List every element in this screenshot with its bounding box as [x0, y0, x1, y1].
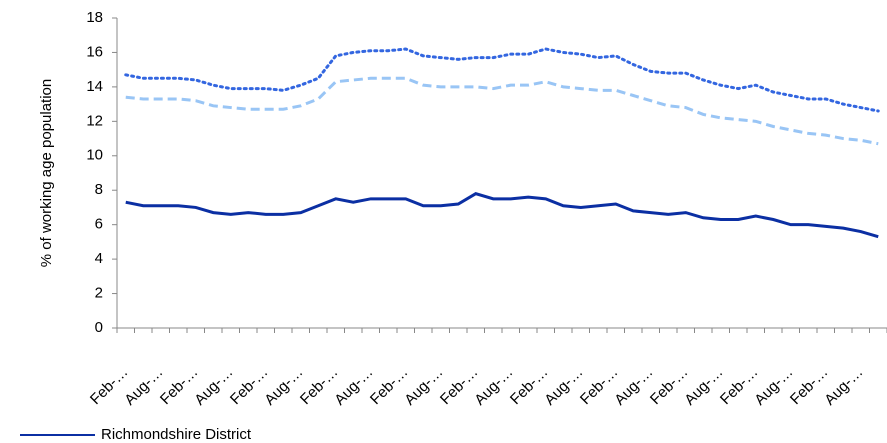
- x-tick-label: Aug-…: [331, 364, 376, 409]
- y-axis-label: % of working age population: [38, 79, 55, 267]
- y-tick-label: 2: [95, 285, 103, 302]
- y-tick-label: 6: [95, 216, 103, 233]
- y-tick-label: 16: [86, 43, 103, 60]
- x-tick-label: Aug-…: [261, 364, 306, 409]
- y-tick-label: 0: [95, 319, 103, 336]
- y-tick-label: 4: [95, 250, 103, 267]
- legend-label: Richmondshire District: [101, 426, 252, 443]
- x-tick-label: Aug-…: [121, 364, 166, 409]
- y-tick-label: 18: [86, 9, 103, 26]
- y-tick-label: 12: [86, 112, 103, 129]
- x-tick-label: Aug-…: [681, 364, 726, 409]
- y-tick-label: 10: [86, 147, 103, 164]
- x-tick-label: Aug-…: [611, 364, 656, 409]
- series-line: [124, 47, 880, 113]
- x-tick-label: Aug-…: [401, 364, 446, 409]
- series-line: [125, 192, 879, 239]
- x-tick-label: Aug-…: [751, 364, 796, 409]
- y-tick-label: 8: [95, 181, 103, 198]
- y-tick-label: 14: [86, 78, 103, 95]
- series-line: [125, 76, 879, 146]
- x-tick-label: Aug-…: [821, 364, 866, 409]
- x-tick-label: Aug-…: [471, 364, 516, 409]
- x-tick-label: Aug-…: [191, 364, 236, 409]
- x-tick-label: Aug-…: [541, 364, 586, 409]
